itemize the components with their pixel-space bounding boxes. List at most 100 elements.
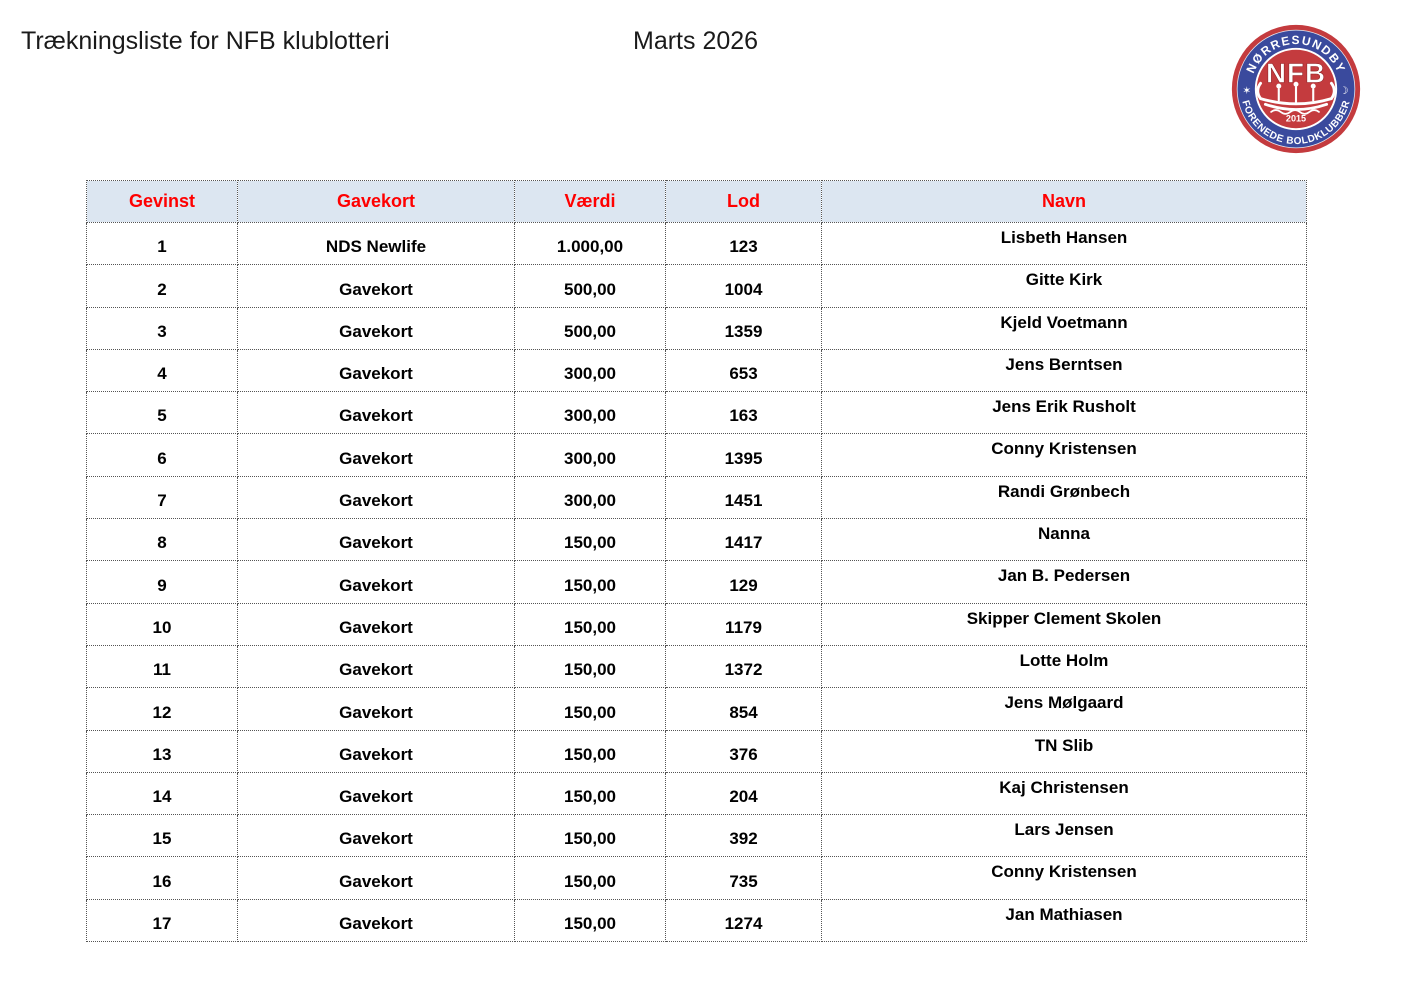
table-header-row: Gevinst Gavekort Værdi Lod Navn: [86, 180, 1307, 223]
prize-number-cell: 4: [86, 348, 238, 393]
prize-number-cell: 16: [86, 856, 238, 900]
winner-name-cell: Skipper Clement Skolen: [821, 602, 1307, 646]
giftcard-cell: Gavekort: [237, 560, 515, 604]
header-gavekort: Gavekort: [237, 180, 515, 223]
lot-number-cell: 1179: [665, 602, 822, 646]
prize-number-cell: 1: [86, 221, 238, 266]
winner-name-cell: Jens Berntsen: [821, 348, 1307, 393]
giftcard-cell: Gavekort: [237, 856, 515, 900]
winner-name-cell: Lisbeth Hansen: [821, 221, 1307, 266]
value-cell: 500,00: [514, 306, 666, 350]
winner-name-cell: Jens Mølgaard: [821, 687, 1307, 731]
prize-number-cell: 7: [86, 475, 238, 520]
winner-name-cell: Kaj Christensen: [821, 771, 1307, 816]
star-icon: ✶: [1242, 85, 1251, 97]
winner-name-cell: Nanna: [821, 518, 1307, 562]
lot-number-cell: 1395: [665, 433, 822, 477]
table-row: 3 Gavekort 500,00 1359 Kjeld Voetmann: [86, 306, 1307, 350]
lot-number-cell: 123: [665, 221, 822, 266]
lot-number-cell: 854: [665, 687, 822, 731]
table-row: 11 Gavekort 150,00 1372 Lotte Holm: [86, 644, 1307, 689]
giftcard-cell: Gavekort: [237, 391, 515, 435]
logo-badge: NØRRESUNDBY FORENEDE BOLDKLUBBER ✶ ☽ NFB…: [1231, 24, 1361, 154]
prize-number-cell: 11: [86, 644, 238, 689]
table-row: 7 Gavekort 300,00 1451 Randi Grønbech: [86, 475, 1307, 520]
giftcard-cell: Gavekort: [237, 687, 515, 731]
winner-name-cell: Jan B. Pedersen: [821, 560, 1307, 604]
lot-number-cell: 392: [665, 814, 822, 858]
lot-number-cell: 735: [665, 856, 822, 900]
table-row: 10 Gavekort 150,00 1179 Skipper Clement Skol…: [86, 602, 1307, 646]
lot-number-cell: 163: [665, 391, 822, 435]
giftcard-cell: Gavekort: [237, 348, 515, 393]
winner-name-cell: Conny Kristensen: [821, 856, 1307, 900]
giftcard-cell: Gavekort: [237, 814, 515, 858]
prize-number-cell: 17: [86, 898, 238, 943]
lot-number-cell: 1417: [665, 518, 822, 562]
value-cell: 150,00: [514, 729, 666, 773]
winner-name-cell: Lotte Holm: [821, 644, 1307, 689]
table-row: 16 Gavekort 150,00 735 Conny Kristensen: [86, 856, 1307, 900]
giftcard-cell: Gavekort: [237, 644, 515, 689]
table-row: 4 Gavekort 300,00 653 Jens Berntsen: [86, 348, 1307, 393]
table-row: 9 Gavekort 150,00 129 Jan B. Pedersen: [86, 560, 1307, 604]
table-row: 5 Gavekort 300,00 163 Jens Erik Rusholt: [86, 391, 1307, 435]
prize-number-cell: 2: [86, 264, 238, 308]
value-cell: 150,00: [514, 602, 666, 646]
nfb-club-logo: NØRRESUNDBY FORENEDE BOLDKLUBBER ✶ ☽ NFB…: [1231, 24, 1361, 154]
lot-number-cell: 653: [665, 348, 822, 393]
prize-number-cell: 6: [86, 433, 238, 477]
prize-number-cell: 3: [86, 306, 238, 350]
giftcard-cell: Gavekort: [237, 306, 515, 350]
prize-number-cell: 9: [86, 560, 238, 604]
header-gevinst: Gevinst: [86, 180, 238, 223]
winner-name-cell: Jens Erik Rusholt: [821, 391, 1307, 435]
value-cell: 150,00: [514, 856, 666, 900]
lot-number-cell: 1359: [665, 306, 822, 350]
header-navn: Navn: [821, 180, 1307, 223]
value-cell: 150,00: [514, 560, 666, 604]
value-cell: 300,00: [514, 433, 666, 477]
winner-name-cell: Randi Grønbech: [821, 475, 1307, 520]
prize-number-cell: 10: [86, 602, 238, 646]
header-vaerdi: Værdi: [514, 180, 666, 223]
page-title: Trækningsliste for NFB klublotteri: [21, 27, 390, 55]
prize-number-cell: 15: [86, 814, 238, 858]
table-row: 14 Gavekort 150,00 204 Kaj Christensen: [86, 771, 1307, 816]
value-cell: 150,00: [514, 644, 666, 689]
lottery-results-table: Gevinst Gavekort Værdi Lod Navn 1 NDS New…: [86, 180, 1307, 943]
giftcard-cell: NDS Newlife: [237, 221, 515, 266]
giftcard-cell: Gavekort: [237, 729, 515, 773]
giftcard-cell: Gavekort: [237, 264, 515, 308]
value-cell: 300,00: [514, 348, 666, 393]
lottery-table-body: 1 NDS Newlife 1.000,00 123 Lisbeth Hansen 2 Ga…: [86, 221, 1307, 943]
winner-name-cell: Lars Jensen: [821, 814, 1307, 858]
winner-name-cell: TN Slib: [821, 729, 1307, 773]
lot-number-cell: 1451: [665, 475, 822, 520]
viking-ship-icon: [1256, 81, 1336, 115]
table-row: 17 Gavekort 150,00 1274 Jan Mathiasen: [86, 898, 1307, 943]
winner-name-cell: Conny Kristensen: [821, 433, 1307, 477]
header-lod: Lod: [665, 180, 822, 223]
prize-number-cell: 13: [86, 729, 238, 773]
value-cell: 300,00: [514, 475, 666, 520]
crescent-moon-icon: ☽: [1339, 85, 1348, 97]
value-cell: 500,00: [514, 264, 666, 308]
giftcard-cell: Gavekort: [237, 602, 515, 646]
value-cell: 1.000,00: [514, 221, 666, 266]
prize-number-cell: 5: [86, 391, 238, 435]
giftcard-cell: Gavekort: [237, 898, 515, 943]
table-row: 2 Gavekort 500,00 1004 Gitte Kirk: [86, 264, 1307, 308]
table-row: 13 Gavekort 150,00 376 TN Slib: [86, 729, 1307, 773]
giftcard-cell: Gavekort: [237, 433, 515, 477]
giftcard-cell: Gavekort: [237, 771, 515, 816]
giftcard-cell: Gavekort: [237, 518, 515, 562]
table-row: 8 Gavekort 150,00 1417 Nanna: [86, 518, 1307, 562]
value-cell: 150,00: [514, 771, 666, 816]
lot-number-cell: 1372: [665, 644, 822, 689]
winner-name-cell: Kjeld Voetmann: [821, 306, 1307, 350]
winner-name-cell: Gitte Kirk: [821, 264, 1307, 308]
table-row: 6 Gavekort 300,00 1395 Conny Kristensen: [86, 433, 1307, 477]
lot-number-cell: 376: [665, 729, 822, 773]
value-cell: 150,00: [514, 687, 666, 731]
